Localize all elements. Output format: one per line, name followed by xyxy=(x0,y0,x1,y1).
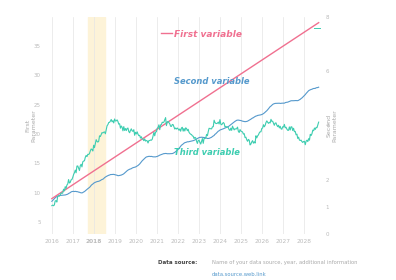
Text: First variable: First variable xyxy=(174,30,242,39)
Text: Name of your data source, year, additional information: Name of your data source, year, addition… xyxy=(212,260,357,265)
Bar xyxy=(88,17,105,234)
Y-axis label: Second
Parameter: Second Parameter xyxy=(326,109,337,142)
Text: data.source.web.link: data.source.web.link xyxy=(212,272,267,277)
Y-axis label: First
Parameter: First Parameter xyxy=(25,109,36,142)
Text: Second variable: Second variable xyxy=(174,77,249,86)
Text: Third variable: Third variable xyxy=(174,148,240,157)
Text: Data source:: Data source: xyxy=(158,260,198,265)
